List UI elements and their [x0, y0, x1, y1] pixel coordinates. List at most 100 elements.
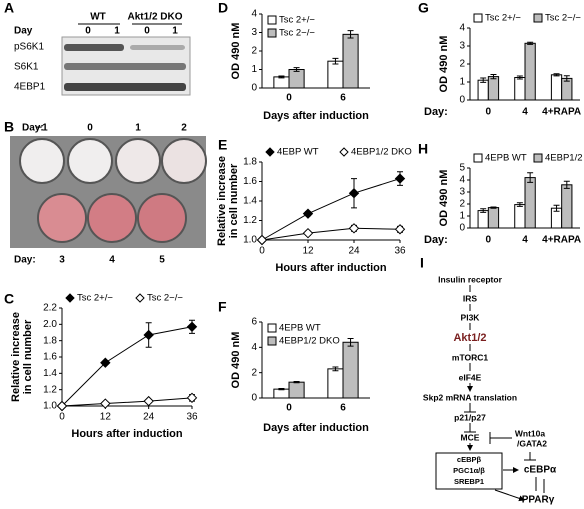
legend-swatch: [473, 13, 483, 23]
band: [130, 45, 185, 50]
error-bar: [527, 41, 534, 45]
blot-panel: A WT Akt1/2 DKO Day 0 1 0 1 pS6K1 S6K1 4…: [4, 0, 191, 96]
legend-swatch: [533, 13, 543, 23]
y-tick-label: 1: [459, 211, 465, 222]
legend-label: Tsc 2−/−: [279, 28, 315, 39]
bar: [514, 204, 526, 229]
marker: [256, 234, 268, 246]
inhibit-arrow: [464, 423, 476, 433]
panel-letter: D: [218, 0, 228, 16]
y-tick-label: 1.0: [243, 235, 257, 246]
series-line: [61, 397, 193, 407]
legend-label: Tsc 2−/−: [147, 293, 183, 304]
node: SREBP1: [454, 477, 484, 486]
error-bar: [278, 388, 285, 391]
bar: [273, 76, 290, 89]
x-tick-label: 0: [286, 93, 292, 104]
series-line: [261, 227, 401, 241]
bar: [342, 33, 359, 89]
error-bar: [563, 75, 570, 82]
lane-label: 0: [144, 26, 150, 37]
bar: [524, 177, 536, 229]
node: PI3K: [461, 312, 481, 322]
dish: [161, 138, 207, 184]
y-axis-label: Relative increase: [10, 312, 22, 402]
legend-label: Tsc 2−/−: [545, 13, 581, 24]
x-tick-label: 24: [143, 412, 155, 423]
marker: [302, 208, 314, 219]
y-tick-label: 1: [251, 64, 257, 75]
x-tick-label: 0: [486, 235, 492, 246]
legend-label: 4EBP WT: [277, 147, 319, 158]
legend-swatch: [267, 28, 277, 38]
panel-letter: F: [218, 299, 227, 315]
panel-letter: G: [418, 0, 429, 16]
bar: [273, 388, 290, 399]
x-axis-label: Days after induction: [263, 110, 369, 122]
x-axis-label: Day:: [424, 234, 448, 246]
y-tick-label: 4: [251, 9, 257, 20]
error-bar: [490, 206, 497, 209]
y-tick-label: 4: [459, 23, 465, 34]
x-tick-label: 12: [302, 246, 314, 257]
error-bar: [332, 57, 339, 65]
y-axis-label: in cell number: [22, 319, 34, 394]
y-tick-label: 1.6: [243, 176, 257, 187]
error-bar: [332, 366, 339, 372]
y-tick-label: 3: [251, 27, 257, 38]
y-tick-label: 4: [251, 342, 257, 353]
bar: [288, 381, 305, 399]
y-tick-label: 1.2: [43, 384, 57, 395]
series-line: [61, 326, 193, 407]
node: Wnt10a: [515, 428, 546, 438]
y-tick-label: 1.6: [43, 352, 57, 363]
y-tick-label: 1: [459, 77, 465, 88]
marker: [100, 398, 111, 409]
inhibit-arrow: [464, 403, 476, 413]
inhibit-arrow: [489, 432, 512, 444]
y-tick-label: 1.8: [43, 335, 57, 346]
band: [64, 83, 186, 91]
x-tick-label: 4+RAPA: [542, 107, 581, 118]
panel-letter: I: [420, 255, 424, 271]
legend-label: 4EBP1/2 DKO: [279, 336, 340, 347]
legend-label: 4EBP1/2 DKO: [351, 147, 412, 158]
error-bar: [347, 337, 354, 347]
legend-swatch: [267, 15, 277, 25]
error-bar: [293, 67, 300, 72]
dish: [115, 138, 161, 184]
marker: [56, 400, 68, 412]
legend-swatch: [267, 336, 277, 346]
inhibit-arrow: [524, 452, 536, 461]
y-tick-label: 4: [459, 175, 465, 186]
error-bar: [553, 204, 560, 212]
y-axis-label: Relative increase: [216, 156, 228, 246]
y-tick-label: 2.0: [43, 319, 57, 330]
error-bar: [278, 75, 285, 79]
day-value: 4: [109, 255, 115, 266]
bar: [550, 74, 563, 101]
y-tick-label: 2: [459, 199, 465, 210]
legend-marker: [65, 293, 75, 303]
dish: [37, 193, 87, 243]
x-axis-label: Hours after induction: [71, 428, 183, 440]
legend-swatch: [533, 153, 543, 163]
node: MCE: [461, 432, 480, 442]
x-tick-label: 4: [522, 107, 528, 118]
legend-label: Tsc 2+/−: [77, 293, 113, 304]
legend-label: Tsc 2+/−: [485, 13, 521, 24]
x-tick-label: 0: [59, 412, 65, 423]
dish: [67, 138, 113, 184]
pathway-panel: I Insulin receptor IRS PI3K Akt1/2 mTORC…: [420, 255, 557, 506]
bar: [561, 184, 573, 229]
y-tick-label: 6: [251, 317, 257, 328]
error-bar: [293, 381, 300, 384]
node: cEBPα: [524, 465, 557, 476]
legend-label: 4EPB WT: [485, 153, 527, 164]
row-label: S6K1: [14, 62, 39, 73]
x-tick-label: 36: [394, 246, 406, 257]
error-bar: [527, 172, 534, 183]
row-label: 4EBP1: [14, 82, 46, 93]
